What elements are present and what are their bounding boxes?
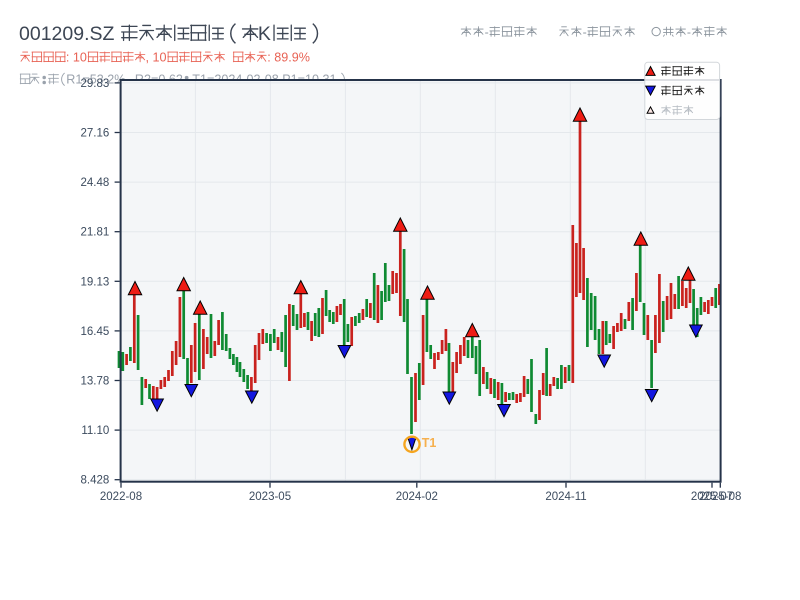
svg-text:19.13: 19.13: [81, 276, 110, 288]
svg-text:27.16: 27.16: [81, 128, 110, 140]
svg-text:13.78: 13.78: [81, 376, 110, 388]
svg-text:-: -: [485, 25, 489, 39]
svg-text:21.81: 21.81: [81, 227, 110, 239]
svg-text:T1: T1: [422, 436, 437, 450]
svg-text:2024-11: 2024-11: [545, 491, 586, 503]
svg-text:-: -: [687, 25, 691, 39]
svg-text:2024-02: 2024-02: [396, 491, 438, 503]
svg-text:, 10: , 10: [145, 51, 166, 65]
svg-text:29.83: 29.83: [81, 78, 110, 90]
svg-text:: 89.9%: : 89.9%: [267, 51, 310, 65]
svg-text:2022-08: 2022-08: [100, 491, 142, 503]
svg-text:2025-08: 2025-08: [699, 491, 741, 503]
svg-text:2025-07: 2025-07: [691, 491, 733, 503]
svg-text:11.10: 11.10: [81, 425, 109, 437]
svg-text:24.48: 24.48: [81, 177, 110, 189]
svg-text:16.45: 16.45: [81, 326, 110, 338]
svg-text:001209.SZ: 001209.SZ: [19, 23, 114, 45]
svg-text:8.428: 8.428: [81, 475, 110, 487]
svg-text:K: K: [258, 23, 271, 45]
svg-text:R1=53.2%: R1=53.2%: [66, 73, 125, 87]
svg-text:-: -: [583, 25, 587, 39]
svg-text:2023-05: 2023-05: [249, 491, 291, 503]
svg-text:: 10: : 10: [66, 51, 87, 65]
